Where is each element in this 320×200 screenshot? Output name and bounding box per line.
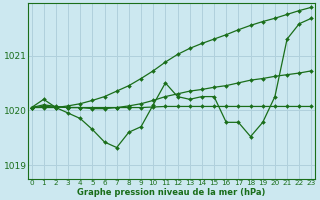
X-axis label: Graphe pression niveau de la mer (hPa): Graphe pression niveau de la mer (hPa) — [77, 188, 266, 197]
